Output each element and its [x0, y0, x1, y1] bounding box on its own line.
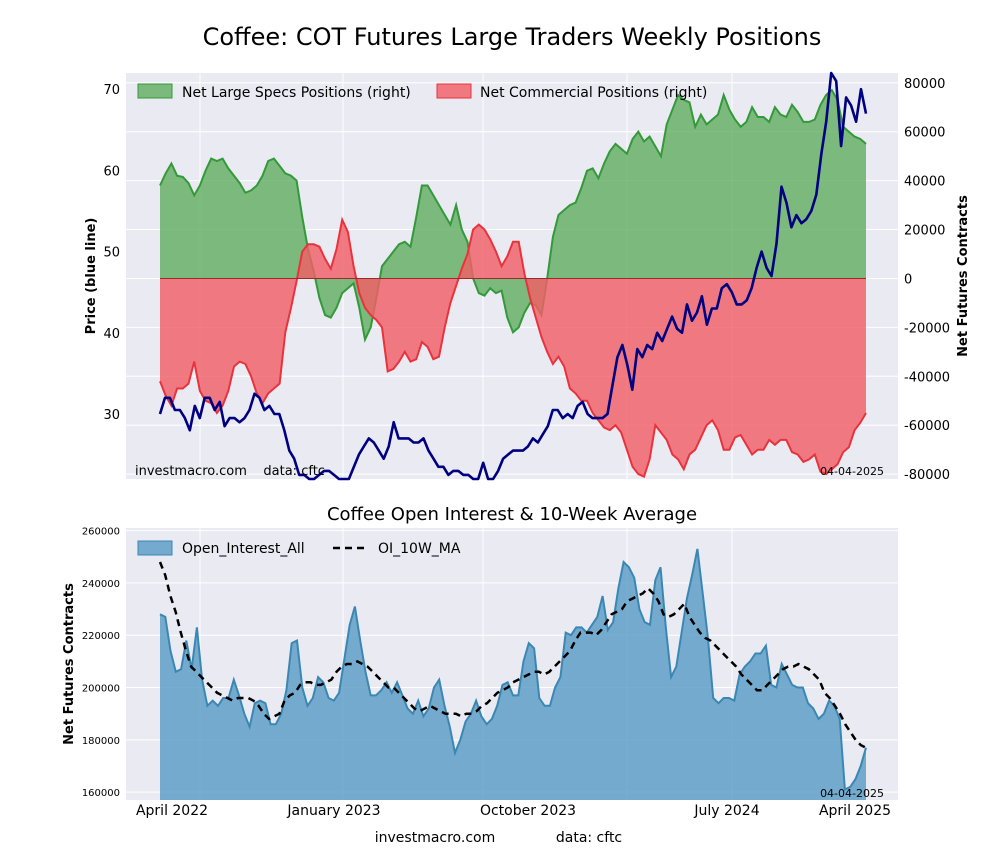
open-interest-title: Coffee Open Interest & 10-Week Average — [327, 504, 697, 525]
oi-tick-200000: 200000 — [82, 684, 120, 695]
price-axis-label: Price (blue line) — [84, 218, 99, 335]
oi-tick-240000: 240000 — [82, 579, 120, 590]
contracts-axis-label: Net Futures Contracts — [956, 195, 971, 357]
contracts-tick-80000: 80000 — [904, 77, 945, 92]
price-tick-60: 60 — [103, 164, 120, 179]
net-large-specs-line — [159, 88, 867, 343]
positions-watermark: investmacro.com data: cftc — [135, 464, 325, 479]
footer-source: data: cftc — [556, 830, 622, 846]
open-interest-legend: Open_Interest_All OI_10W_MA — [137, 540, 461, 557]
date-tick-2: October 2023 — [480, 803, 576, 819]
oi-tick-220000: 220000 — [82, 631, 120, 642]
contracts-tick--20000: -20000 — [904, 321, 950, 336]
contracts-tick--80000: -80000 — [904, 468, 950, 483]
date-tick-1: January 2023 — [286, 803, 380, 819]
oi-tick-180000: 180000 — [82, 736, 120, 747]
price-axis-ticks: 30 40 50 60 70 — [103, 83, 120, 423]
contracts-tick--60000: -60000 — [904, 419, 950, 434]
oi-10w-ma-line — [158, 561, 867, 749]
legend-label-commercial: Net Commercial Positions (right) — [480, 85, 707, 101]
net-commercial-area — [160, 219, 866, 477]
price-line — [158, 71, 868, 481]
legend-swatch-open-interest — [137, 540, 173, 556]
footer-site: investmacro.com — [375, 830, 495, 846]
open-interest-chart: Coffee Open Interest & 10-Week Average 1… — [62, 504, 898, 819]
price-tick-30: 30 — [103, 408, 120, 423]
legend-swatch-specs — [137, 83, 173, 99]
positions-legend: Net Large Specs Positions (right) Net Co… — [137, 83, 707, 101]
legend-label-ma: OI_10W_MA — [378, 541, 461, 557]
date-tick-3: July 2024 — [693, 803, 759, 819]
contracts-axis-ticks: -80000 -60000 -40000 -20000 0 20000 40000 60000… — [904, 77, 950, 483]
contracts-tick-20000: 20000 — [904, 224, 945, 239]
net-commercial-line — [159, 216, 867, 478]
contracts-tick-40000: 40000 — [904, 175, 945, 190]
oi-tick-260000: 260000 — [82, 527, 120, 538]
figure-title: Coffee: COT Futures Large Traders Weekly… — [203, 23, 822, 51]
net-large-specs-area — [160, 90, 866, 340]
contracts-tick--40000: -40000 — [904, 370, 950, 385]
price-tick-50: 50 — [103, 246, 120, 261]
contracts-tick-0: 0 — [904, 272, 912, 287]
legend-label-specs: Net Large Specs Positions (right) — [182, 85, 411, 101]
open-interest-axis-label: Net Futures Contracts — [62, 583, 77, 745]
open-interest-area — [160, 548, 866, 800]
open-interest-date-label: 04-04-2025 — [820, 787, 884, 800]
positions-chart: 30 40 50 60 70 -80000 -60000 -40000 -20000 0 2000… — [84, 71, 971, 483]
date-tick-0: April 2022 — [136, 803, 208, 819]
price-tick-40: 40 — [103, 327, 120, 342]
open-interest-line — [159, 548, 867, 792]
legend-label-open-interest: Open_Interest_All — [182, 541, 305, 557]
positions-date-label: 04-04-2025 — [820, 465, 884, 478]
open-interest-axis-ticks: 160000 180000 200000 220000 240000 260000 — [82, 527, 120, 800]
date-tick-4: April 2025 — [819, 803, 891, 819]
oi-tick-160000: 160000 — [82, 788, 120, 799]
price-tick-70: 70 — [103, 83, 120, 98]
legend-swatch-commercial — [436, 83, 472, 99]
contracts-tick-60000: 60000 — [904, 126, 945, 141]
date-axis-ticks: April 2022 January 2023 October 2023 July 2… — [136, 803, 891, 819]
